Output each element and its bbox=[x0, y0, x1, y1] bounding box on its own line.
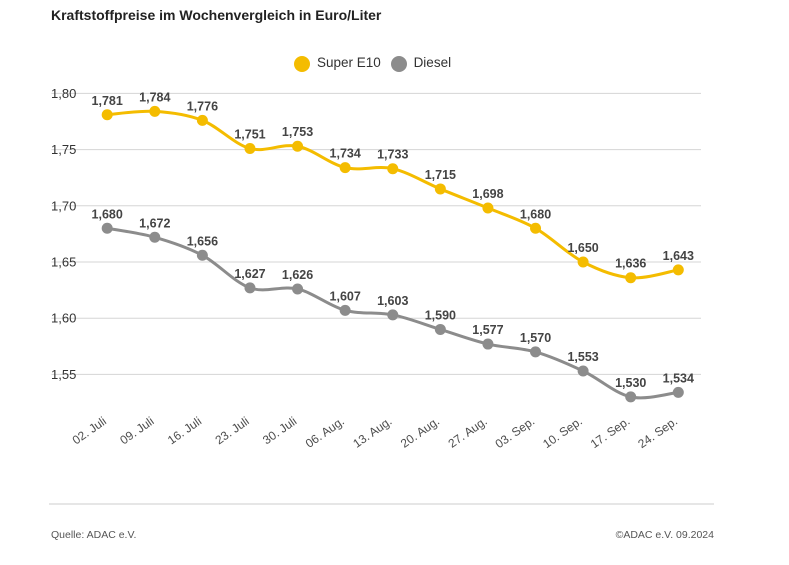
svg-text:1,75: 1,75 bbox=[51, 142, 76, 157]
svg-text:1,603: 1,603 bbox=[377, 294, 408, 308]
svg-text:02. Juli: 02. Juli bbox=[70, 414, 109, 447]
svg-text:1,643: 1,643 bbox=[663, 249, 694, 263]
svg-text:1,650: 1,650 bbox=[567, 241, 598, 255]
svg-text:1,80: 1,80 bbox=[51, 86, 76, 101]
svg-text:06. Aug.: 06. Aug. bbox=[303, 414, 347, 451]
svg-text:1,577: 1,577 bbox=[472, 323, 503, 337]
svg-text:1,65: 1,65 bbox=[51, 255, 76, 270]
svg-text:23. Juli: 23. Juli bbox=[213, 414, 252, 447]
svg-text:30. Juli: 30. Juli bbox=[260, 414, 299, 447]
svg-text:03. Sep.: 03. Sep. bbox=[493, 414, 538, 451]
svg-text:1,627: 1,627 bbox=[234, 267, 265, 281]
svg-text:24. Sep.: 24. Sep. bbox=[635, 414, 680, 451]
svg-text:10. Sep.: 10. Sep. bbox=[540, 414, 585, 451]
svg-text:1,590: 1,590 bbox=[425, 308, 456, 322]
svg-text:1,733: 1,733 bbox=[377, 148, 408, 162]
svg-text:1,784: 1,784 bbox=[139, 90, 170, 104]
svg-text:13. Aug.: 13. Aug. bbox=[350, 414, 394, 451]
svg-text:09. Juli: 09. Juli bbox=[117, 414, 156, 447]
svg-text:1,626: 1,626 bbox=[282, 268, 313, 282]
svg-text:1,636: 1,636 bbox=[615, 257, 646, 271]
svg-text:1,656: 1,656 bbox=[187, 234, 218, 248]
svg-text:1,776: 1,776 bbox=[187, 99, 218, 113]
svg-text:1,715: 1,715 bbox=[425, 168, 456, 182]
svg-text:1,60: 1,60 bbox=[51, 311, 76, 326]
svg-text:1,781: 1,781 bbox=[92, 94, 123, 108]
svg-text:1,698: 1,698 bbox=[472, 187, 503, 201]
svg-text:1,672: 1,672 bbox=[139, 216, 170, 230]
svg-text:16. Juli: 16. Juli bbox=[165, 414, 204, 447]
svg-text:1,607: 1,607 bbox=[330, 289, 361, 303]
svg-text:1,553: 1,553 bbox=[567, 350, 598, 364]
svg-text:1,570: 1,570 bbox=[520, 331, 551, 345]
svg-text:1,751: 1,751 bbox=[234, 127, 265, 141]
svg-text:1,70: 1,70 bbox=[51, 198, 76, 213]
svg-text:1,534: 1,534 bbox=[663, 371, 694, 385]
svg-text:1,680: 1,680 bbox=[92, 207, 123, 221]
svg-text:1,753: 1,753 bbox=[282, 125, 313, 139]
svg-text:17. Sep.: 17. Sep. bbox=[588, 414, 633, 451]
svg-text:20. Aug.: 20. Aug. bbox=[398, 414, 442, 451]
svg-text:1,55: 1,55 bbox=[51, 367, 76, 382]
svg-text:1,734: 1,734 bbox=[330, 147, 361, 161]
svg-text:1,530: 1,530 bbox=[615, 376, 646, 390]
svg-text:27. Aug.: 27. Aug. bbox=[446, 414, 490, 451]
svg-text:1,680: 1,680 bbox=[520, 207, 551, 221]
